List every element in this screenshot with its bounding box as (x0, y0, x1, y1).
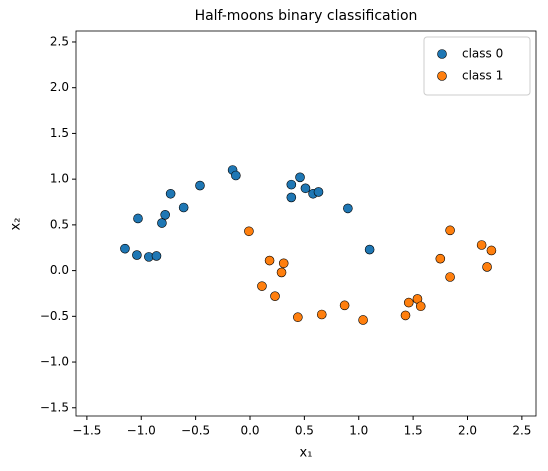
legend-marker (437, 49, 447, 59)
point (482, 262, 492, 272)
point (264, 255, 275, 266)
x-tick-label: 2.5 (512, 424, 531, 438)
x-tick-label: 1.5 (404, 424, 423, 438)
point (300, 183, 311, 194)
point (286, 179, 297, 190)
point (313, 187, 324, 197)
point (165, 188, 176, 199)
chart-title: Half-moons binary classification (195, 8, 418, 24)
legend-box (423, 36, 531, 96)
point (151, 251, 162, 261)
point (403, 297, 414, 308)
point (343, 203, 353, 214)
point (316, 309, 327, 320)
point (276, 267, 287, 278)
point (476, 240, 487, 250)
y-tick-label: 0.0 (50, 263, 69, 277)
y-tick-label: −1.0 (40, 355, 69, 369)
y-axis-label: x₂ (9, 218, 24, 231)
y-tick-label: 1.5 (50, 126, 69, 140)
y-tick-label: 1.0 (50, 172, 69, 186)
legend: class 0 class 1 (423, 36, 531, 96)
point (295, 172, 305, 183)
point (270, 291, 280, 302)
legend-marker (437, 71, 447, 81)
point (178, 202, 189, 213)
x-tick-label: 0.5 (295, 424, 314, 438)
x-tick-label: 0.0 (240, 424, 259, 438)
y-tick-label: 2.0 (50, 80, 69, 94)
point (364, 244, 375, 255)
point (195, 180, 205, 191)
x-tick-label: 2.0 (458, 424, 477, 438)
x-tick-label: −1.0 (127, 424, 156, 438)
x-axis-label: x₁ (300, 446, 313, 461)
point (339, 300, 350, 311)
point (435, 253, 446, 264)
point (133, 213, 143, 224)
point (486, 245, 497, 256)
y-tick-label: −1.5 (40, 400, 69, 414)
point (160, 210, 170, 220)
y-tick-label: −0.5 (40, 309, 69, 323)
point (244, 226, 254, 237)
point (293, 312, 303, 323)
point (445, 225, 455, 236)
x-tick-label: 1.0 (349, 424, 368, 438)
y-tick-label: 0.5 (50, 217, 69, 231)
point (257, 281, 267, 291)
point (132, 250, 142, 260)
point (445, 272, 455, 282)
point (231, 170, 241, 181)
x-tick-label: −0.5 (181, 424, 210, 438)
point (120, 243, 130, 254)
x-tick-label: −1.5 (72, 424, 101, 438)
legend-label: class 0 (462, 47, 503, 61)
point (278, 258, 289, 269)
point (286, 192, 297, 203)
point (415, 301, 426, 312)
plot-frame (75, 30, 537, 417)
point (400, 310, 411, 321)
point (358, 315, 368, 325)
legend-label: class 1 (462, 69, 503, 83)
y-tick-label: 2.5 (50, 34, 69, 48)
point (157, 218, 167, 228)
